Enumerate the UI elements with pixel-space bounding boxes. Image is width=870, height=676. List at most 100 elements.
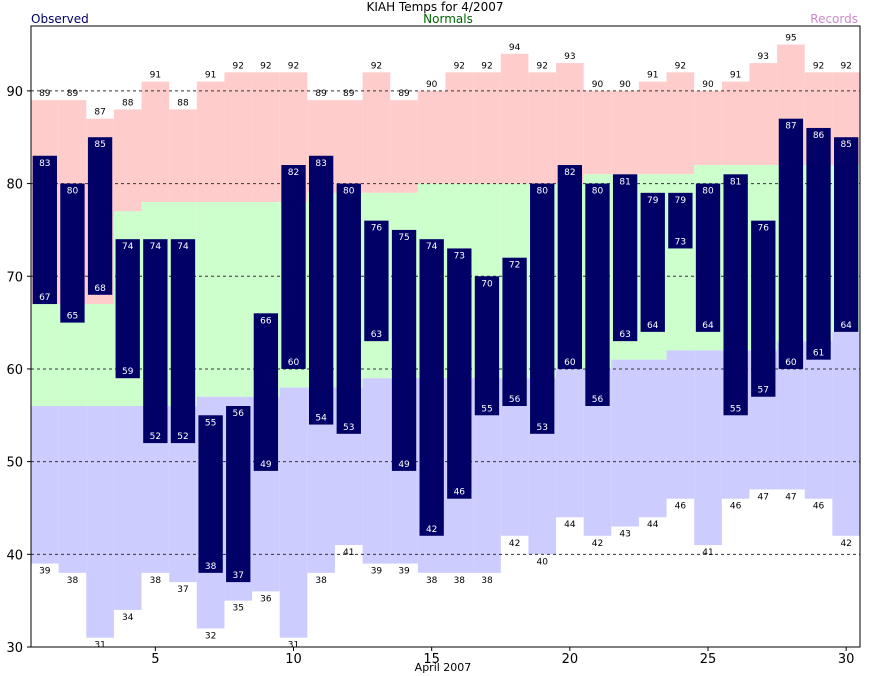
record-high-label: 92 [288, 61, 299, 71]
record-high-label: 91 [205, 71, 216, 81]
record-high-band [224, 72, 253, 203]
record-low-label: 41 [343, 548, 354, 558]
record-low-label: 38 [67, 576, 79, 586]
observed-bar [447, 248, 472, 499]
record-low-label: 38 [150, 576, 162, 586]
observed-high-label: 76 [371, 224, 383, 234]
observed-low-label: 55 [481, 404, 492, 414]
observed-bar [419, 239, 444, 536]
x-tick-label: 10 [285, 652, 302, 667]
observed-low-label: 67 [39, 293, 50, 303]
record-low-label: 31 [94, 641, 105, 651]
observed-high-label: 82 [288, 168, 299, 178]
record-low-band [611, 359, 639, 527]
observed-bar [834, 137, 859, 332]
record-low-label: 44 [564, 520, 576, 530]
normal-band [224, 202, 253, 397]
record-low-label: 43 [619, 530, 630, 540]
observed-low-label: 63 [371, 330, 382, 340]
observed-low-label: 38 [205, 562, 217, 572]
observed-low-label: 63 [619, 330, 630, 340]
record-high-label: 89 [343, 89, 355, 99]
y-tick-label: 70 [6, 270, 23, 285]
record-low-label: 38 [426, 576, 438, 586]
y-tick-label: 50 [6, 456, 23, 471]
observed-bar [115, 239, 140, 379]
record-high-band [666, 72, 695, 175]
observed-bar [336, 183, 361, 434]
y-tick-label: 30 [6, 641, 23, 656]
observed-low-label: 60 [288, 358, 300, 368]
observed-low-label: 46 [454, 488, 466, 498]
record-high-label: 87 [94, 108, 105, 118]
observed-high-label: 83 [315, 159, 326, 169]
observed-high-label: 86 [813, 131, 825, 141]
record-high-label: 92 [371, 61, 382, 71]
observed-high-label: 74 [150, 242, 162, 252]
observed-bar [723, 174, 748, 416]
observed-low-label: 53 [343, 423, 354, 433]
observed-high-label: 80 [592, 187, 604, 197]
observed-high-label: 81 [619, 177, 630, 187]
x-tick-label: 25 [700, 652, 717, 667]
observed-high-label: 72 [509, 261, 520, 271]
record-high-label: 90 [619, 80, 631, 90]
record-high-label: 88 [122, 98, 134, 108]
observed-bar [640, 192, 665, 332]
x-axis-label: April 2007 [414, 661, 472, 674]
record-high-band [141, 81, 170, 203]
observed-bar [198, 415, 223, 573]
observed-high-label: 83 [39, 159, 50, 169]
record-high-label: 92 [840, 61, 851, 71]
record-high-band [169, 109, 197, 203]
observed-low-label: 60 [564, 358, 576, 368]
record-high-label: 89 [67, 89, 79, 99]
record-low-band [113, 406, 142, 610]
observed-bar [32, 155, 57, 305]
record-high-label: 94 [509, 43, 521, 53]
observed-low-label: 60 [785, 358, 797, 368]
observed-high-label: 79 [647, 196, 659, 206]
y-tick-label: 90 [6, 85, 23, 100]
record-low-band [832, 331, 860, 536]
record-high-label: 91 [150, 71, 161, 81]
record-high-band [417, 90, 446, 184]
record-low-band [638, 359, 667, 518]
record-high-label: 93 [564, 52, 575, 62]
record-high-band [362, 72, 391, 193]
record-high-band [694, 90, 722, 166]
observed-high-label: 70 [481, 279, 493, 289]
observed-bar [778, 118, 804, 369]
observed-bar [695, 183, 721, 332]
observed-bar [751, 220, 776, 397]
observed-high-label: 56 [233, 409, 245, 419]
observed-bar [557, 165, 583, 369]
observed-high-label: 85 [94, 140, 105, 150]
record-low-label: 32 [205, 631, 216, 641]
x-tick-label: 15 [423, 652, 440, 667]
normal-band [86, 304, 114, 407]
observed-high-label: 80 [536, 187, 548, 197]
observed-low-label: 57 [758, 386, 769, 396]
observed-bar [612, 174, 638, 342]
observed-high-label: 55 [205, 418, 216, 428]
observed-bar [474, 276, 500, 416]
x-tick-label: 30 [838, 652, 855, 667]
legend-records: Records [810, 12, 858, 26]
record-high-label: 89 [398, 89, 410, 99]
observed-low-label: 59 [122, 367, 134, 377]
record-low-label: 42 [840, 539, 851, 549]
x-tick-label: 20 [562, 652, 579, 667]
record-low-band [666, 350, 695, 499]
record-low-label: 47 [758, 492, 769, 502]
observed-low-label: 52 [150, 432, 161, 442]
record-high-label: 95 [785, 34, 796, 44]
observed-low-label: 61 [813, 349, 824, 359]
record-low-band [804, 341, 833, 499]
record-high-label: 91 [647, 71, 658, 81]
observed-high-label: 80 [702, 187, 714, 197]
record-low-band [362, 378, 391, 564]
record-low-label: 46 [675, 502, 687, 512]
record-high-label: 92 [813, 61, 824, 71]
